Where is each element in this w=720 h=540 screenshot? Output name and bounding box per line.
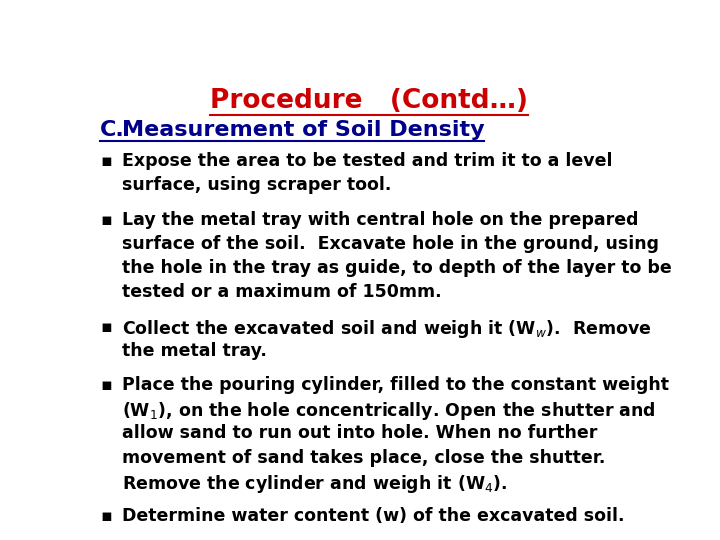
Text: Measurement of Soil Density: Measurement of Soil Density (122, 120, 485, 140)
Text: allow sand to run out into hole. When no further: allow sand to run out into hole. When no… (122, 424, 598, 442)
Text: Procedure   (Contd…): Procedure (Contd…) (210, 87, 528, 113)
Text: surface, using scraper tool.: surface, using scraper tool. (122, 176, 392, 194)
Text: Collect the excavated soil and weigh it (W$_{w}$).  Remove: Collect the excavated soil and weigh it … (122, 318, 652, 340)
Text: C.: C. (100, 120, 125, 140)
Text: Remove the cylinder and weigh it (W$_{4}$).: Remove the cylinder and weigh it (W$_{4}… (122, 472, 508, 495)
Text: Determine water content (w) of the excavated soil.: Determine water content (w) of the excav… (122, 507, 625, 525)
Text: surface of the soil.  Excavate hole in the ground, using: surface of the soil. Excavate hole in th… (122, 235, 660, 253)
Text: the hole in the tray as guide, to depth of the layer to be: the hole in the tray as guide, to depth … (122, 259, 672, 277)
Text: Expose the area to be tested and trim it to a level: Expose the area to be tested and trim it… (122, 152, 613, 170)
Text: ▪: ▪ (100, 152, 112, 170)
Text: Place the pouring cylinder, filled to the constant weight: Place the pouring cylinder, filled to th… (122, 376, 670, 394)
Text: ▪: ▪ (100, 318, 112, 335)
Text: ▪: ▪ (100, 376, 112, 394)
Text: the metal tray.: the metal tray. (122, 342, 267, 360)
Text: Lay the metal tray with central hole on the prepared: Lay the metal tray with central hole on … (122, 211, 639, 229)
Text: tested or a maximum of 150mm.: tested or a maximum of 150mm. (122, 283, 442, 301)
Text: ▪: ▪ (100, 507, 112, 525)
Text: movement of sand takes place, close the shutter.: movement of sand takes place, close the … (122, 449, 606, 467)
Text: (W$_{1}$), on the hole concentrically. Open the shutter and: (W$_{1}$), on the hole concentrically. O… (122, 400, 656, 422)
Text: ▪: ▪ (100, 211, 112, 229)
